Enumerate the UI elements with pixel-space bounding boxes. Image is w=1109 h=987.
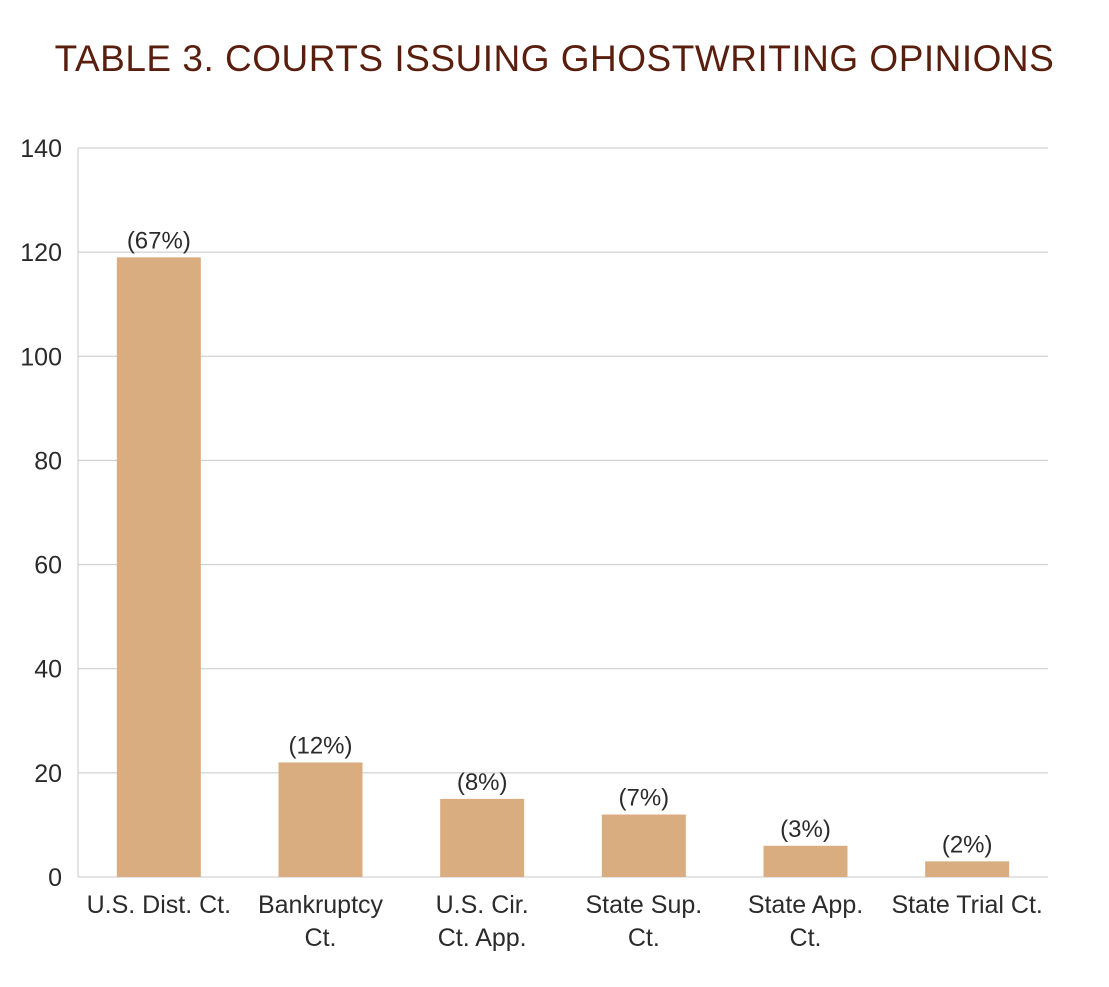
- x-tick-label-line: Bankruptcy: [258, 891, 384, 919]
- x-tick-label: State Sup. Ct.: [585, 891, 702, 952]
- y-tick-label: 40: [34, 656, 62, 684]
- x-tick-label-line: Ct.: [305, 924, 337, 952]
- x-tick-label-line: Ct. App.: [438, 924, 527, 952]
- bars: [116, 257, 1010, 878]
- y-tick-label: 120: [20, 239, 62, 267]
- chart-title: TABLE 3. COURTS ISSUING GHOSTWRITING OPI…: [54, 38, 1055, 79]
- data-label: (3%): [780, 816, 831, 843]
- x-tick-label-line: State Sup.: [585, 891, 702, 919]
- x-tick-label-line: Ct.: [628, 924, 660, 952]
- data-labels: (67%) (12%) (8%) (7%) (3%) (2%): [127, 227, 993, 858]
- y-tick-label: 60: [34, 552, 62, 580]
- y-tick-label: 100: [20, 343, 62, 371]
- x-tick-label-line: Ct.: [790, 924, 822, 952]
- x-tick-label: Bankruptcy Ct.: [258, 891, 384, 952]
- y-tick-label: 80: [34, 447, 62, 475]
- bar: [925, 861, 1010, 877]
- y-tick-label: 140: [20, 135, 62, 163]
- bar: [116, 257, 201, 878]
- x-tick-label-line: U.S. Dist. Ct.: [87, 891, 231, 919]
- x-tick-label-line: State App.: [748, 891, 863, 919]
- x-tick-label-line: State Trial Ct.: [891, 891, 1042, 919]
- x-tick-label: State Trial Ct.: [891, 891, 1042, 919]
- y-tick-label: 0: [48, 864, 62, 892]
- grid-lines: [77, 147, 1048, 878]
- data-label: (2%): [942, 831, 993, 858]
- x-tick-label: U.S. Cir. Ct. App.: [436, 891, 529, 952]
- y-axis-ticks: 0 20 40 60 80 100 120 140: [20, 135, 62, 892]
- bar: [601, 814, 686, 877]
- x-tick-label: State App. Ct.: [748, 891, 863, 952]
- data-label: (67%): [127, 227, 191, 254]
- y-tick-label: 20: [34, 760, 62, 788]
- data-label: (8%): [457, 769, 508, 796]
- bar: [763, 845, 848, 877]
- data-label: (12%): [288, 732, 352, 759]
- data-label: (7%): [618, 785, 669, 812]
- x-axis-labels: U.S. Dist. Ct. Bankruptcy Ct. U.S. Cir. Ct. …: [87, 891, 1043, 952]
- x-tick-label-line: U.S. Cir.: [436, 891, 529, 919]
- bar: [440, 798, 525, 877]
- bar: [278, 762, 363, 877]
- x-tick-label: U.S. Dist. Ct.: [87, 891, 231, 919]
